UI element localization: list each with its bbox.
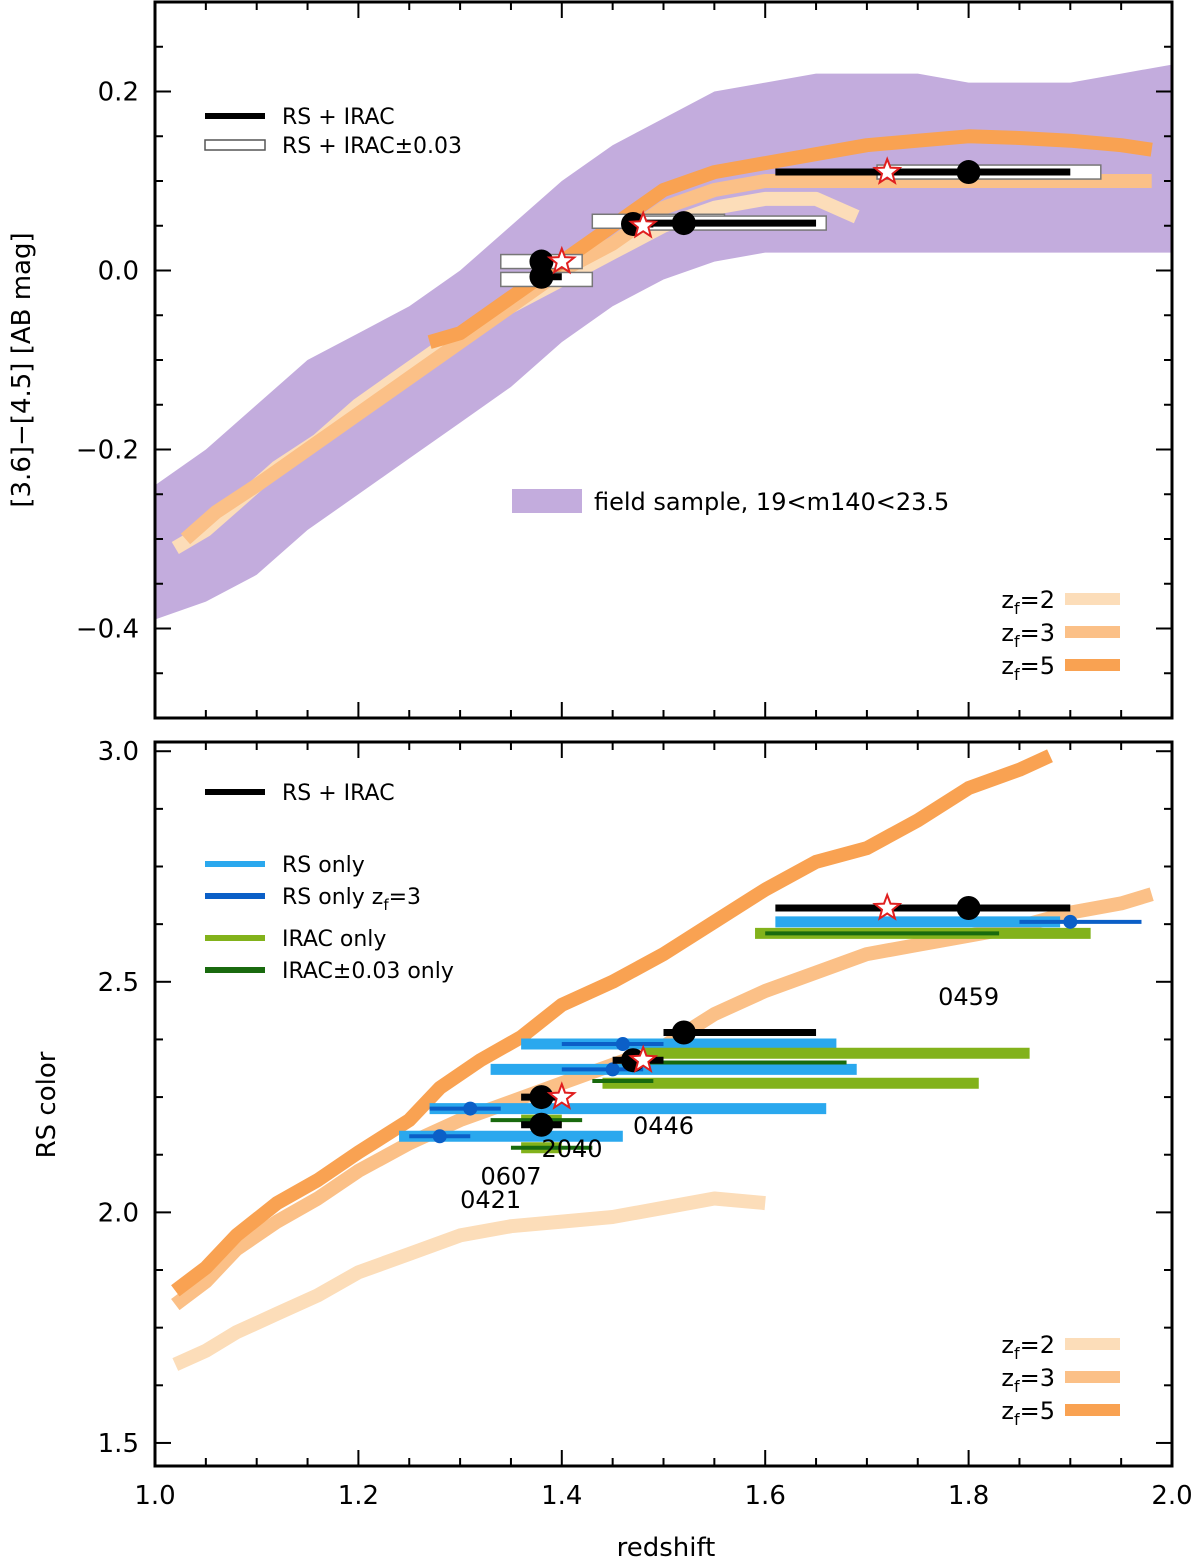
top-zf-legend-label-0: zf=2 [1001,586,1055,618]
bottom-zf-legend-label-2: zf=5 [1001,1397,1055,1429]
bottom-point [956,896,981,921]
bottom-annotation-0607: 0607 [480,1163,541,1191]
bottom-curve-zf2 [172,1191,766,1371]
bottom-annotation-0421: 0421 [460,1186,521,1214]
bottom-y-tick-label: 2.0 [98,1198,139,1228]
bottom-y-tick-label: 1.5 [98,1429,139,1459]
bottom-annotation-0459: 0459 [938,983,999,1011]
top-y-tick-label: −0.2 [76,436,139,466]
top-legend-label-rs-irac003: RS + IRAC±0.03 [282,134,462,159]
top-star-marker [872,156,903,185]
top-point [956,160,981,185]
top-curve-zf3 [180,174,1152,545]
bottom-star-marker [872,892,903,921]
top-star-marker [628,209,659,239]
bottom-zf-legend-label-0: zf=2 [1001,1331,1055,1363]
bottom-x-tick-label: 1.0 [134,1481,175,1511]
bottom-point [529,1112,554,1137]
top-y-tick-label: −0.4 [76,615,139,645]
bottom-x-tick-label: 1.2 [338,1481,379,1511]
top-zf-legend-label-1: zf=3 [1001,619,1055,651]
bottom-x-tick-label: 1.8 [948,1481,989,1511]
bottom-y-tick-label: 2.5 [98,968,139,998]
bottom-point [671,1020,696,1045]
bottom-annotation-0446: 0446 [633,1112,694,1140]
top-field-legend-swatch [512,489,582,513]
bottom-legend-label-1: RS only [282,853,365,878]
top-legend-swatch-rs-irac003 [204,139,266,151]
top-y-tick-label: 0.2 [98,78,139,108]
bottom-point [529,1085,554,1110]
top-field-band [155,64,1172,620]
bottom-y-tick-label: 3.0 [98,737,139,767]
bottom-rs-zf3-point [432,1129,447,1144]
bottom-legend-label-3: IRAC only [282,927,386,952]
bottom-curve-zf5 [171,749,1053,1297]
top-star-marker [546,245,577,275]
bottom-star-marker [628,1044,659,1073]
bottom-rs-zf3-point [463,1101,478,1116]
bottom-x-tick-label: 1.6 [745,1481,786,1511]
top-point [671,211,696,236]
bottom-legend-label-0: RS + IRAC [282,781,395,806]
top-y-axis-label: [3.6]−[4.5] [AB mag] [7,232,37,507]
x-axis-label: redshift [617,1533,716,1563]
bottom-zf-legend-label-1: zf=3 [1001,1364,1055,1396]
bottom-rs-zf3-point [1063,914,1078,929]
bottom-legend-label-2: RS only zf=3 [282,885,421,914]
bottom-legend-label-4: IRAC±0.03 only [282,959,454,984]
top-point [529,264,554,289]
bottom-rs-zf3-point [615,1037,630,1052]
bottom-x-tick-label: 2.0 [1151,1481,1192,1511]
top-frame [153,0,1174,720]
bottom-annotation-2040: 2040 [541,1135,602,1163]
bottom-y-axis-label: RS color [32,1051,62,1158]
top-y-tick-label: 0.0 [98,257,139,287]
bottom-star-marker [546,1081,577,1110]
top-panel: −0.4 −0.2 0.0 0.2 RS + IRAC RS + IRAC±0.03 fie… [76,0,1174,720]
top-zf-legend-label-2: zf=5 [1001,652,1055,684]
bottom-x-tick-label: 1.4 [541,1481,582,1511]
top-legend-label-rs-irac: RS + IRAC [282,105,395,130]
top-field-legend-label: field sample, 19<m140<23.5 [594,488,949,516]
bottom-rs-zf3-point [605,1062,620,1077]
bottom-frame [153,740,1174,1468]
